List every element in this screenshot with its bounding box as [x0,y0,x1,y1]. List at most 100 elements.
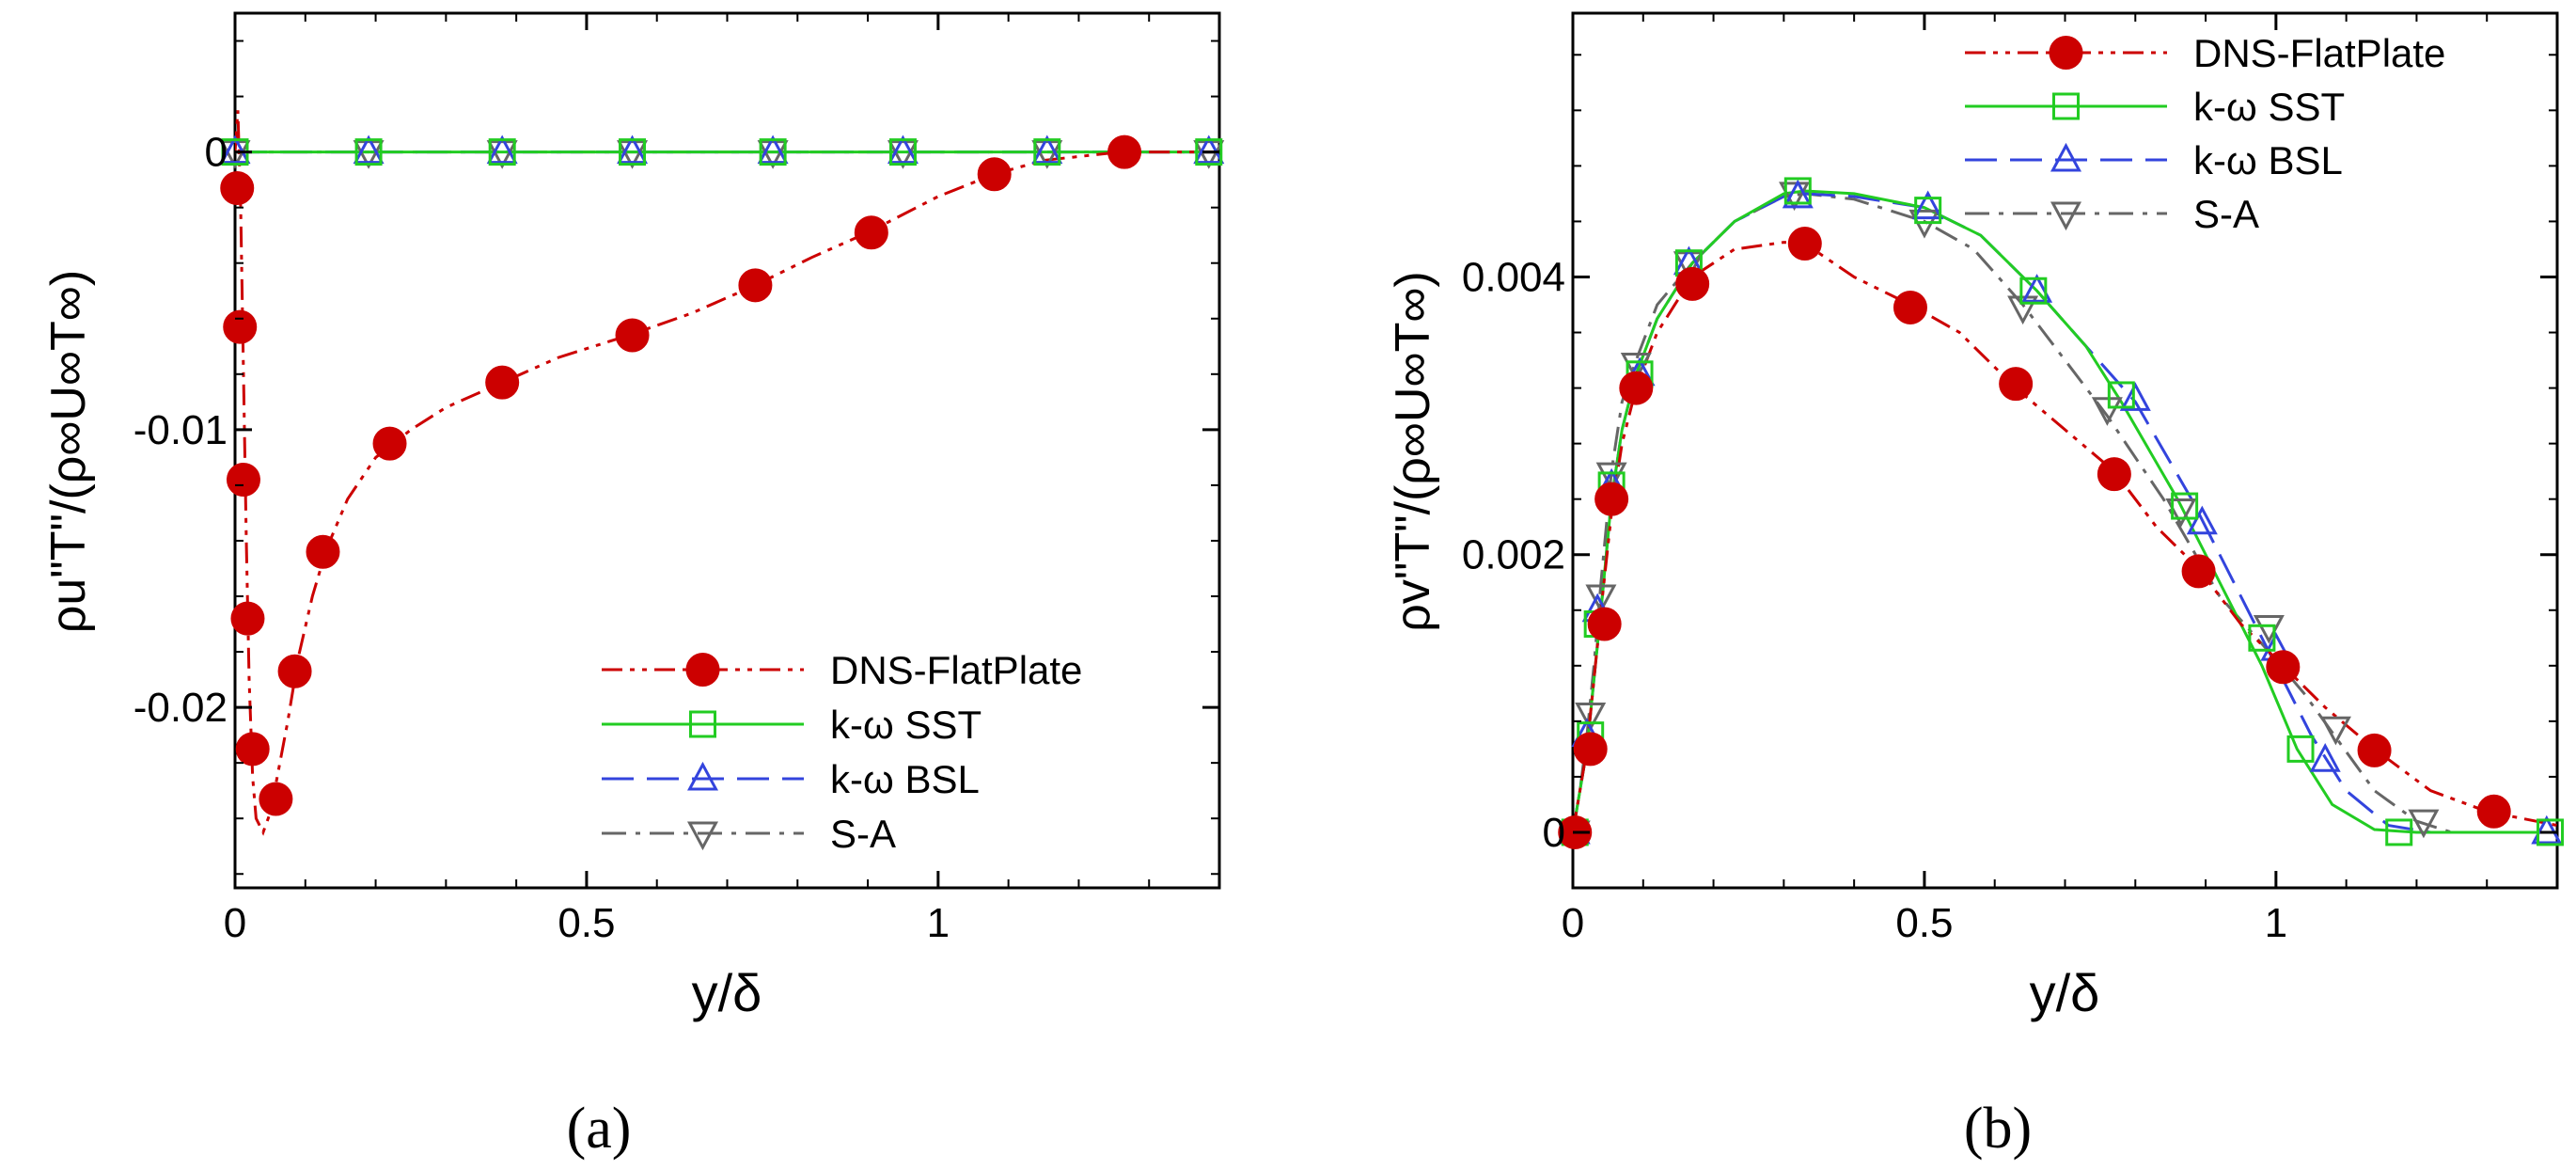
panel-b-markers [1558,177,2565,850]
legend-label: DNS-FlatPlate [830,648,1082,692]
legend-label: k-ω BSL [830,757,980,801]
data-point-dns-flatplate [2097,457,2131,492]
data-point-dns-flatplate [1619,371,1654,405]
y-tick-label: 0.004 [1462,254,1565,300]
panel-b-y-axis-label: ρv"T"/(ρ∞U∞T∞) [1386,271,1440,631]
data-point-k-sst [1033,138,1061,166]
data-point-k-sst [2248,624,2276,652]
data-point-dns-flatplate [2476,794,2511,829]
data-point-k-sst [2019,277,2048,305]
data-point-k-bsl [353,134,385,165]
y-tick-label: 0.002 [1462,532,1565,578]
data-point-k-bsl [1031,134,1063,165]
legend-marker [689,710,716,738]
data-point-dns-flatplate [259,782,293,816]
data-point-s-a [219,140,251,169]
data-point-k-sst [1914,197,1942,225]
legend-marker [685,653,720,687]
legend-label: S-A [2193,192,2259,236]
data-point-k-sst [488,138,516,166]
data-point-dns-flatplate [1587,607,1622,641]
data-point-k-sst [619,138,647,166]
data-point-k-bsl [1912,190,1944,220]
legend-label: S-A [830,812,896,856]
data-point-k-sst [2385,818,2413,846]
data-point-k-bsl [2021,274,2053,303]
panel-a-legend: DNS-FlatPlate k-ω SST k-ω BSL S-A [602,648,1082,856]
panel-a-y-axis-label: ρu"T"/(ρ∞U∞T∞) [41,270,96,633]
data-point-dns-flatplate [615,318,650,353]
data-point-dns-flatplate [738,268,773,303]
panel-a-axis-ticks: 0 0.5 1 0 -0.01 -0.02 [134,13,1220,946]
data-point-k-sst [2171,492,2199,520]
data-point-s-a [1575,702,1607,732]
panel-b-caption: (b) [1964,1097,2032,1161]
panel-b-series-lines [1573,189,2557,834]
data-point-dns-flatplate [230,601,265,636]
x-tick-label: 1 [927,900,950,946]
data-point-k-sst [1783,177,1812,205]
data-point-k-sst [888,138,917,166]
y-tick-label: 0 [1543,810,1565,856]
data-point-k-sst [759,138,787,166]
legend-marker [2049,36,2083,70]
data-point-k-sst [2107,381,2135,409]
data-point-dns-flatplate [485,365,520,400]
data-point-s-a [2319,716,2351,746]
data-point-k-sst [1195,138,1223,166]
panel-b-legend: DNS-FlatPlate k-ω SST k-ω BSL S-A [1965,31,2445,236]
data-point-k-sst [2537,818,2565,846]
panel-a-markers [219,134,1225,816]
data-point-k-bsl [2309,743,2341,772]
data-point-dns-flatplate [977,157,1012,192]
data-point-dns-flatplate [223,309,258,344]
legend-marker [2050,201,2082,231]
data-point-k-bsl [486,134,518,165]
legend-marker [686,761,719,791]
data-point-s-a [1595,462,1627,492]
panel-a-chart: 0 0.5 1 0 -0.01 -0.02 y/δ ρu"T"/(ρ∞U∞T∞) DNS-… [41,11,1225,1161]
data-point-s-a [617,140,649,169]
data-point-dns-flatplate [372,426,407,461]
data-point-k-bsl [1782,179,1814,209]
data-point-dns-flatplate [854,215,888,250]
data-point-dns-flatplate [2266,650,2301,685]
data-point-k-bsl [887,134,919,165]
data-point-k-bsl [2119,382,2151,411]
legend-marker [686,821,719,851]
x-tick-label: 1 [2265,900,2287,946]
data-point-dns-flatplate [1594,482,1629,516]
data-point-dns-flatplate [220,171,255,205]
series-line-k-bsl [1573,192,2557,834]
data-point-s-a [2165,498,2197,528]
panel-b-axis-ticks: 0 0.5 1 0 0.002 0.004 [1462,13,2558,946]
data-point-s-a [486,140,518,169]
panel-b-x-axis-label: y/δ [2030,963,2100,1022]
legend-label: k-ω SST [2193,85,2345,129]
data-point-s-a [1031,140,1063,169]
data-point-dns-flatplate [235,732,270,767]
series-line-k-sst [1573,189,2557,834]
data-point-dns-flatplate [277,654,312,688]
data-point-k-sst [2286,735,2315,763]
legend-label: DNS-FlatPlate [2193,31,2445,75]
data-point-k-bsl [617,134,649,165]
data-point-s-a [1193,140,1225,169]
data-point-k-bsl [219,134,251,165]
x-tick-label: 0 [1562,900,1584,946]
data-point-dns-flatplate [1893,290,1927,324]
x-tick-label: 0 [224,900,246,946]
y-tick-label: -0.01 [134,407,228,453]
data-point-s-a [1585,584,1617,614]
data-point-dns-flatplate [1573,732,1608,767]
data-point-k-bsl [2186,505,2218,535]
panel-a-x-axis-label: y/δ [692,963,762,1022]
data-point-k-bsl [2531,814,2563,845]
data-point-dns-flatplate [2181,554,2216,589]
data-point-s-a [1779,182,1811,212]
data-point-dns-flatplate [1787,227,1822,261]
data-point-s-a [2091,397,2123,426]
series-line-dns-flatplate [1573,241,2557,833]
legend-label: k-ω BSL [2193,138,2343,182]
